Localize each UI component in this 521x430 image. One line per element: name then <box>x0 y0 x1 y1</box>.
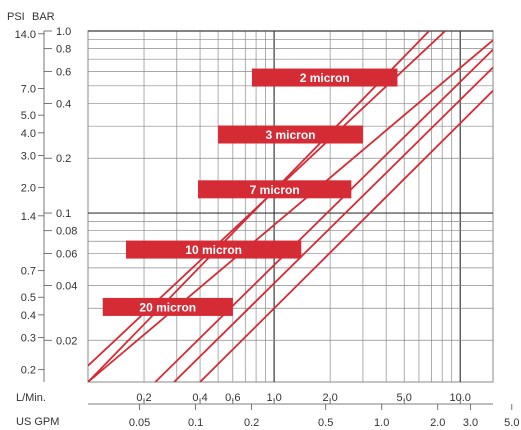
lpm-tick-label: 0.6 <box>225 392 240 404</box>
gpm-tick-label: 0.2 <box>244 417 259 429</box>
series-label-7-micron: 7 micron <box>250 183 300 197</box>
psi-tick-label: 5.0 <box>21 110 36 122</box>
bar-tick-label: 0.06 <box>56 248 77 260</box>
psi-tick-label: 0.4 <box>21 310 36 322</box>
series-labels: 2 micron 3 micron 7 micron 10 micron 20 micr… <box>102 68 398 316</box>
bar-tick-label: 0.1 <box>56 208 71 220</box>
series-label-bg-3-micron <box>218 125 363 144</box>
gpm-tick-label: 0.1 <box>188 417 203 429</box>
lpm-unit-label: L/Min. <box>16 392 46 404</box>
bar-tick-label: 0.4 <box>56 98 71 110</box>
series-label-bg-7-micron <box>198 180 352 199</box>
bar-tick-label: 0.2 <box>56 153 71 165</box>
lpm-tick-label: 1.0 <box>266 392 281 404</box>
psi-tick-label: 14.0 <box>15 29 36 41</box>
bar-tick-label: 0.08 <box>56 226 77 238</box>
series-label-10-micron: 10 micron <box>185 243 242 257</box>
gpm-axis: 0.05 0.1 0.2 0.5 1.0 2.0 3.0 5.0 <box>129 404 519 429</box>
bar-tick-label: 0.6 <box>56 66 71 78</box>
series-lines <box>88 31 493 382</box>
series-line-20-micron <box>199 90 493 382</box>
psi-tick-label: 4.0 <box>21 128 36 140</box>
gpm-tick-label: 3.0 <box>463 417 478 429</box>
psi-tick-label: 0.2 <box>21 365 36 377</box>
psi-unit-label: PSI <box>7 11 25 23</box>
lpm-axis: 0.2 0.4 0.6 1.0 2.0 5.0 10.0 <box>88 392 493 405</box>
series-label-bg-20-micron <box>102 297 233 316</box>
bar-tick-label: 0.02 <box>56 335 77 347</box>
series-line-2-micron <box>88 31 430 382</box>
lpm-tick-label: 0.2 <box>136 392 151 404</box>
psi-tick-label: 7.0 <box>21 84 36 96</box>
psi-tick-label: 1.4 <box>21 211 36 223</box>
bar-axis: 1.0 0.8 0.6 0.4 0.2 0.1 0.08 0.06 0.04 0.02 <box>44 26 77 347</box>
lpm-tick-label: 10.0 <box>450 392 471 404</box>
psi-tick-label: 0.7 <box>21 266 36 278</box>
series-label-3-micron: 3 micron <box>265 128 315 142</box>
bar-tick-label: 0.8 <box>56 44 71 56</box>
psi-tick-label: 0.5 <box>21 292 36 304</box>
gpm-unit-label: US GPM <box>16 416 59 428</box>
psi-tick-label: 2.0 <box>21 183 36 195</box>
lpm-tick-label: 5.0 <box>397 392 412 404</box>
series-line-10-micron <box>173 66 493 382</box>
bar-tick-label: 0.04 <box>56 280 77 292</box>
gpm-tick-label: 0.5 <box>318 417 333 429</box>
gpm-tick-label: 5.0 <box>504 417 519 429</box>
gpm-tick-label: 0.05 <box>129 417 150 429</box>
bar-unit-label: BAR <box>32 11 55 23</box>
psi-axis: 14.0 7.0 5.0 4.0 3.0 2.0 1.4 0.7 0.5 0.4 0.3 0.2 <box>15 29 45 382</box>
bar-tick-label: 1.0 <box>56 26 71 38</box>
series-label-20-micron: 20 micron <box>139 300 196 314</box>
lpm-tick-label: 2.0 <box>322 392 337 404</box>
series-label-2-micron: 2 micron <box>300 71 350 85</box>
plot-area <box>88 31 493 382</box>
series-line-3-micron <box>88 39 493 382</box>
gpm-tick-label: 2.0 <box>430 417 445 429</box>
psi-tick-label: 3.0 <box>21 151 36 163</box>
lpm-tick-label: 0.4 <box>192 392 207 404</box>
series-label-bg-2-micron <box>251 68 398 87</box>
series-label-bg-10-micron <box>125 240 302 259</box>
psi-tick-label: 0.3 <box>21 333 36 345</box>
series-line-7-micron <box>154 48 493 382</box>
gpm-tick-label: 1.0 <box>374 417 389 429</box>
